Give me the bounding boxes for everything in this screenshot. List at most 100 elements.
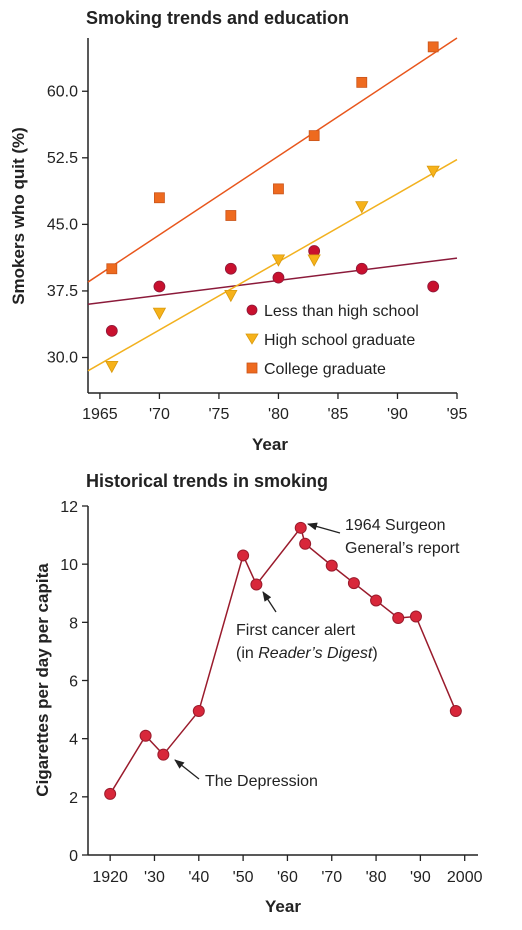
trend-line-less-than-hs: [87, 257, 458, 305]
y-tick-label: 60.0: [47, 83, 78, 100]
x-tick-label: '85: [328, 406, 349, 423]
annotation-arrow-cancer: [262, 591, 277, 613]
y-tick-label: 4: [69, 732, 78, 749]
trend-line-hs-graduate: [87, 158, 458, 372]
annotation-cancer-suffix: ): [372, 645, 377, 662]
historical-point: [104, 787, 117, 800]
x-tick-label: '60: [277, 869, 298, 886]
y-tick-label: 30.0: [47, 350, 78, 367]
annotation-cancer-prefix: (in: [236, 645, 258, 662]
x-tick-label: '30: [144, 869, 165, 886]
legend-label-hs-graduate: High school graduate: [264, 332, 415, 349]
point-less-than-hs: [272, 271, 285, 284]
x-tick-label: 1920: [92, 869, 128, 886]
x-tick-label: '95: [447, 406, 468, 423]
point-less-than-hs: [153, 280, 166, 293]
chart-title-historical: Historical trends in smoking: [86, 471, 328, 491]
historical-point: [192, 705, 205, 718]
annotation-cancer-line-1: First cancer alert: [236, 622, 356, 639]
legend-marker-less-than-hs: [246, 304, 258, 316]
point-college-graduate: [106, 263, 118, 275]
point-college-graduate: [225, 210, 237, 221]
point-hs-graduate: [426, 165, 440, 178]
x-axis-title-2: Year: [265, 897, 301, 916]
historical-point: [392, 611, 405, 624]
point-hs-graduate: [224, 289, 238, 303]
trend-line-college-graduate: [87, 37, 458, 283]
y-tick-label: 45.0: [47, 216, 78, 233]
historical-point: [409, 610, 422, 623]
x-tick-label: '70: [149, 406, 170, 423]
annotation-surgeon-line-1: 1964 Surgeon: [345, 517, 446, 534]
point-less-than-hs: [105, 324, 118, 337]
point-hs-graduate: [355, 201, 369, 214]
y-axis-title-2: Cigarettes per day per capita: [33, 563, 52, 797]
x-tick-label: '80: [268, 406, 289, 423]
y-tick-label: 52.5: [47, 150, 78, 167]
point-less-than-hs: [427, 280, 440, 293]
legend-marker-college-graduate: [246, 362, 258, 374]
y-tick-label: 10: [60, 557, 78, 574]
x-axis-title: Year: [252, 435, 288, 454]
historical-point: [294, 521, 307, 534]
annotation-arrow-depression: [174, 759, 200, 780]
historical-point: [157, 748, 170, 761]
historical-point: [250, 578, 263, 591]
x-tick-label: '75: [209, 406, 230, 423]
y-tick-label: 12: [60, 499, 78, 516]
annotation-cancer-publication: Reader’s Digest: [258, 645, 373, 662]
annotation-cancer-line-2: (in Reader’s Digest): [236, 645, 378, 662]
legend-marker-hs-graduate: [245, 333, 259, 345]
point-hs-graduate: [307, 254, 321, 267]
x-tick-label: '80: [366, 869, 387, 886]
x-ticks-2: 1920 '30 '40 '50 '60 '70 '80 '90 2000: [92, 855, 483, 886]
historical-point: [237, 549, 250, 562]
x-ticks: 1965 '70 '75 '80 '85 '90 '95: [82, 393, 468, 423]
annotation-surgeon-line-2: General’s report: [345, 540, 460, 557]
y-ticks-2: 0 2 4 6 8 10 12: [60, 499, 88, 865]
point-college-graduate: [356, 76, 368, 88]
point-less-than-hs: [355, 262, 368, 275]
historical-point: [139, 729, 152, 742]
point-college-graduate: [154, 192, 165, 204]
legend-label-less-than-hs: Less than high school: [264, 303, 419, 320]
y-axis-title: Smokers who quit (%): [9, 127, 28, 305]
point-hs-graduate: [105, 360, 119, 374]
historical-point: [449, 705, 462, 718]
legend-label-college-graduate: College graduate: [264, 361, 386, 378]
point-hs-graduate: [271, 254, 286, 267]
x-tick-label: '90: [387, 406, 408, 423]
y-tick-label: 2: [69, 790, 78, 807]
historical-point: [299, 537, 312, 550]
chart-education: Smoking trends and education 30.0 37.5 45.…: [9, 8, 468, 454]
x-tick-label: '90: [410, 869, 431, 886]
y-tick-label: 6: [69, 674, 78, 691]
y-tick-label: 37.5: [47, 283, 78, 300]
annotation-depression-label: The Depression: [205, 773, 318, 790]
y-tick-label: 8: [69, 615, 78, 632]
point-college-graduate: [308, 130, 320, 142]
trend-lines: [87, 37, 458, 372]
chart-historical: Historical trends in smoking 0 2 4 6 8 10 12 1…: [33, 471, 483, 916]
point-college-graduate: [427, 41, 439, 53]
x-tick-label: '70: [321, 869, 342, 886]
point-college-graduate: [273, 183, 284, 195]
point-hs-graduate: [152, 307, 167, 320]
x-tick-label: 1965: [82, 406, 118, 423]
y-ticks: 30.0 37.5 45.0 52.5 60.0: [47, 83, 88, 367]
annotation-cancer-alert: First cancer alert (in Reader’s Digest): [236, 591, 378, 662]
historical-point: [347, 577, 360, 590]
y-tick-label: 0: [69, 848, 78, 865]
x-tick-label: 2000: [447, 869, 483, 886]
historical-point: [370, 594, 383, 607]
chart-title-education: Smoking trends and education: [86, 8, 349, 28]
annotation-arrow-surgeon: [307, 522, 341, 534]
historical-point: [325, 559, 338, 572]
annotation-depression: The Depression: [174, 759, 318, 790]
historical-points: [104, 521, 462, 800]
data-points: [105, 41, 440, 374]
point-less-than-hs: [224, 262, 237, 275]
x-tick-label: '40: [188, 869, 209, 886]
legend: Less than high school High school gradua…: [245, 303, 419, 378]
